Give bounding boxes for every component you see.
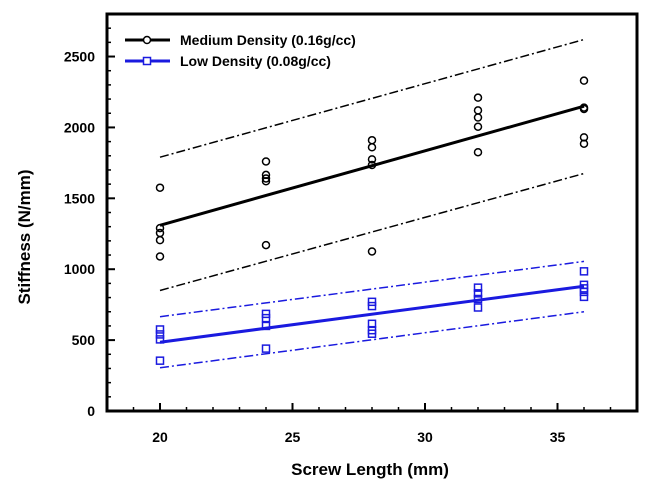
y-tick-label: 2500 — [64, 49, 95, 65]
low-density-point — [579, 287, 589, 297]
medium-density-upper-band — [159, 38, 585, 158]
low-density-point — [155, 330, 165, 339]
y-tick-label: 500 — [72, 332, 96, 348]
medium-density-point — [155, 252, 165, 261]
low-density-legend-marker — [142, 56, 152, 66]
medium-density-point — [473, 93, 483, 102]
low-density-point — [367, 329, 377, 338]
x-tick-label: 35 — [550, 429, 566, 445]
low-density-point — [473, 303, 483, 312]
medium-density-point — [261, 157, 271, 166]
y-tick-label: 1000 — [64, 261, 95, 277]
medium-density-point — [367, 155, 377, 164]
medium-density-point — [155, 228, 165, 238]
y-axis-title: Stiffness (N/mm) — [15, 169, 34, 304]
low-density-point — [155, 325, 165, 334]
low-density-legend-label: Low Density (0.08g/cc) — [180, 53, 331, 69]
data-points — [155, 76, 589, 365]
low-density-upper-band — [159, 260, 585, 318]
low-density-point — [367, 297, 377, 307]
medium-density-point — [473, 122, 483, 131]
x-tick-label: 25 — [285, 429, 301, 445]
medium-density-point — [367, 247, 377, 256]
low-density-point — [579, 292, 589, 302]
legend: Medium Density (0.16g/cc) Low Density (0.… — [125, 32, 356, 69]
medium-density-point — [473, 106, 483, 115]
low-density-point — [261, 344, 271, 353]
medium-density-point — [579, 139, 589, 148]
medium-density-legend-label: Medium Density (0.16g/cc) — [180, 32, 356, 48]
medium-density-point — [155, 235, 165, 245]
y-tick-label: 2000 — [64, 119, 95, 135]
fit-lines — [159, 104, 585, 344]
x-tick-label: 30 — [417, 429, 433, 445]
y-tick-label: 1500 — [64, 190, 95, 206]
confidence-bands — [159, 38, 585, 369]
medium-density-point — [473, 147, 483, 157]
medium-density-lower-band — [159, 172, 585, 292]
medium-density-point — [261, 174, 271, 183]
low-density-point — [579, 267, 589, 276]
plot-border — [105, 12, 639, 413]
low-density-point — [473, 289, 483, 298]
medium-density-point — [367, 143, 377, 152]
low-density-point — [473, 294, 483, 304]
low-density-point — [155, 335, 165, 344]
medium-density-point — [579, 76, 589, 85]
medium-density-point — [473, 113, 483, 122]
low-density-point — [155, 356, 165, 365]
medium-density-point — [579, 104, 589, 114]
low-density-point — [261, 321, 271, 331]
low-density-fit-line — [159, 284, 585, 344]
low-density-lower-band — [159, 311, 585, 369]
plot-frame — [105, 12, 639, 413]
low-density-point — [367, 301, 377, 311]
axis-ticks: 0 500 1000 1500 2000 2500 20 25 30 35 — [64, 27, 612, 445]
medium-density-point — [155, 183, 165, 192]
medium-density-legend-marker — [142, 35, 152, 45]
y-tick-label: 0 — [87, 403, 95, 419]
medium-density-point — [155, 223, 165, 233]
x-axis-title: Screw Length (mm) — [291, 460, 449, 479]
medium-density-point — [367, 160, 377, 170]
low-density-point — [473, 283, 483, 292]
low-density-point — [261, 313, 271, 323]
medium-density-point — [367, 135, 377, 145]
medium-density-fit-line — [159, 104, 585, 227]
medium-density-point — [261, 240, 271, 250]
low-density-point — [261, 309, 271, 319]
x-tick-label: 20 — [152, 429, 168, 445]
medium-density-point — [261, 177, 271, 186]
